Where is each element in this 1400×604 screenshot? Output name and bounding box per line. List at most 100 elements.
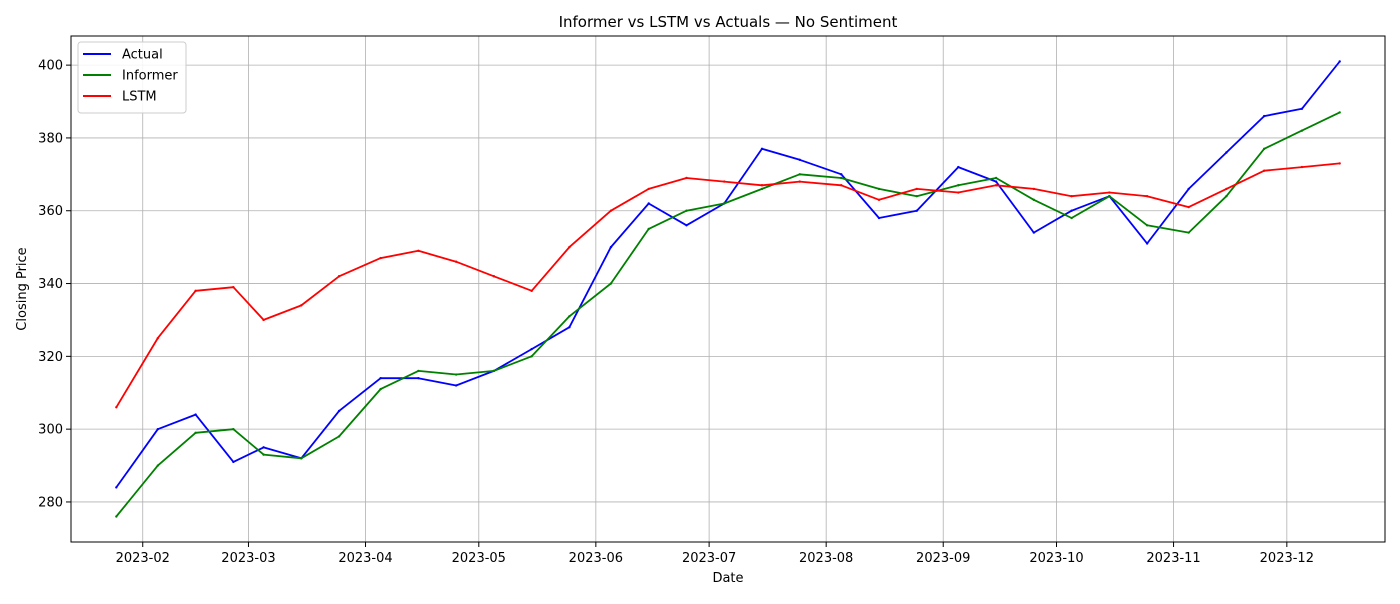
data-point-actual — [417, 376, 420, 380]
x-tick-label: 2023-08 — [799, 551, 853, 566]
data-point-informer — [798, 173, 801, 176]
data-point-informer — [454, 373, 458, 376]
data-point-informer — [156, 464, 160, 467]
data-point-actual — [1145, 242, 1149, 245]
data-point-actual — [685, 224, 688, 227]
data-point-lstm — [1108, 191, 1111, 194]
data-point-lstm — [417, 249, 420, 252]
data-point-lstm — [232, 285, 235, 289]
data-point-informer — [760, 187, 764, 191]
data-point-lstm — [1070, 194, 1073, 198]
data-point-lstm — [1145, 194, 1149, 198]
x-tick-label: 2023-06 — [569, 551, 623, 566]
y-axis-label: Closing Price — [15, 247, 30, 330]
data-point-informer — [723, 202, 726, 205]
data-point-lstm — [156, 336, 160, 340]
data-point-lstm — [194, 289, 197, 293]
y-tick-label: 400 — [38, 59, 63, 74]
grid — [71, 36, 1385, 542]
data-point-actual — [647, 202, 650, 205]
data-point-actual — [1225, 151, 1228, 154]
data-point-actual — [1338, 60, 1341, 63]
chart-title: Informer vs LSTM vs Actuals — No Sentime… — [559, 13, 898, 31]
data-point-actual — [1070, 209, 1073, 212]
data-point-informer — [379, 387, 382, 391]
data-point-informer — [300, 457, 303, 460]
data-point-actual — [877, 216, 881, 220]
data-point-informer — [568, 315, 571, 318]
data-point-lstm — [1032, 187, 1036, 191]
data-point-informer — [647, 227, 650, 231]
data-point-informer — [877, 187, 881, 191]
x-axis-ticks: 2023-02 2023-03 2023-04 2023-05 2023-06 2023-… — [116, 542, 1314, 566]
data-point-lstm — [530, 289, 533, 293]
data-point-actual — [337, 409, 341, 413]
data-point-lstm — [1262, 169, 1266, 172]
data-point-informer — [994, 176, 998, 180]
data-point-actual — [379, 376, 382, 380]
data-point-actual — [1032, 231, 1036, 234]
data-point-actual — [957, 165, 960, 169]
legend-label-informer: Informer — [122, 69, 178, 84]
data-point-actual — [609, 245, 613, 249]
data-point-informer — [1187, 231, 1190, 234]
y-tick-label: 340 — [38, 277, 63, 292]
data-point-informer — [1032, 198, 1036, 202]
data-point-actual — [232, 460, 235, 464]
data-point-lstm — [957, 191, 960, 194]
x-tick-label: 2023-07 — [682, 551, 736, 566]
data-point-informer — [685, 209, 688, 212]
data-point-actual — [798, 158, 801, 161]
x-tick-label: 2023-11 — [1146, 551, 1200, 566]
data-point-actual — [262, 446, 265, 449]
data-point-informer — [609, 282, 613, 285]
x-tick-label: 2023-03 — [221, 551, 275, 566]
data-point-lstm — [1300, 165, 1304, 169]
data-point-informer — [840, 176, 843, 180]
y-tick-label: 280 — [38, 495, 63, 510]
data-point-lstm — [1187, 205, 1190, 209]
data-point-actual — [1262, 114, 1266, 118]
data-point-lstm — [337, 275, 341, 278]
x-tick-label: 2023-05 — [452, 551, 506, 566]
x-tick-label: 2023-02 — [116, 551, 170, 566]
data-point-lstm — [492, 275, 496, 278]
data-point-informer — [1300, 129, 1304, 132]
legend: Actual Informer LSTM — [77, 41, 187, 114]
data-point-actual — [568, 326, 571, 329]
data-point-informer — [530, 355, 533, 358]
data-point-actual — [530, 347, 533, 351]
y-tick-label: 360 — [38, 204, 63, 219]
y-tick-label: 300 — [38, 423, 63, 438]
legend-label-actual: Actual — [122, 48, 163, 63]
data-point-informer — [194, 431, 197, 434]
data-point-lstm — [760, 184, 764, 187]
data-point-actual — [840, 173, 843, 176]
data-point-lstm — [454, 260, 458, 263]
data-point-actual — [156, 427, 160, 431]
data-point-informer — [1108, 194, 1111, 198]
data-point-lstm — [568, 245, 571, 249]
plot-frame — [70, 35, 1386, 543]
data-point-lstm — [115, 406, 118, 409]
data-point-lstm — [798, 180, 801, 183]
legend-label-lstm: LSTM — [122, 90, 157, 105]
y-tick-label: 380 — [38, 131, 63, 146]
data-point-lstm — [994, 184, 998, 187]
data-point-lstm — [840, 184, 843, 187]
y-tick-label: 320 — [38, 350, 63, 365]
data-point-informer — [232, 427, 235, 431]
data-point-actual — [760, 147, 764, 151]
data-point-lstm — [877, 198, 881, 202]
data-point-lstm — [379, 256, 382, 260]
y-axis-ticks: 280 300 320 340 360 380 400 — [38, 59, 71, 510]
data-point-informer — [915, 194, 918, 198]
data-point-informer — [1338, 111, 1341, 114]
data-point-informer — [957, 184, 960, 187]
x-tick-label: 2023-12 — [1260, 551, 1314, 566]
data-point-lstm — [915, 187, 918, 191]
x-tick-label: 2023-10 — [1029, 551, 1083, 566]
data-point-lstm — [1225, 187, 1228, 191]
